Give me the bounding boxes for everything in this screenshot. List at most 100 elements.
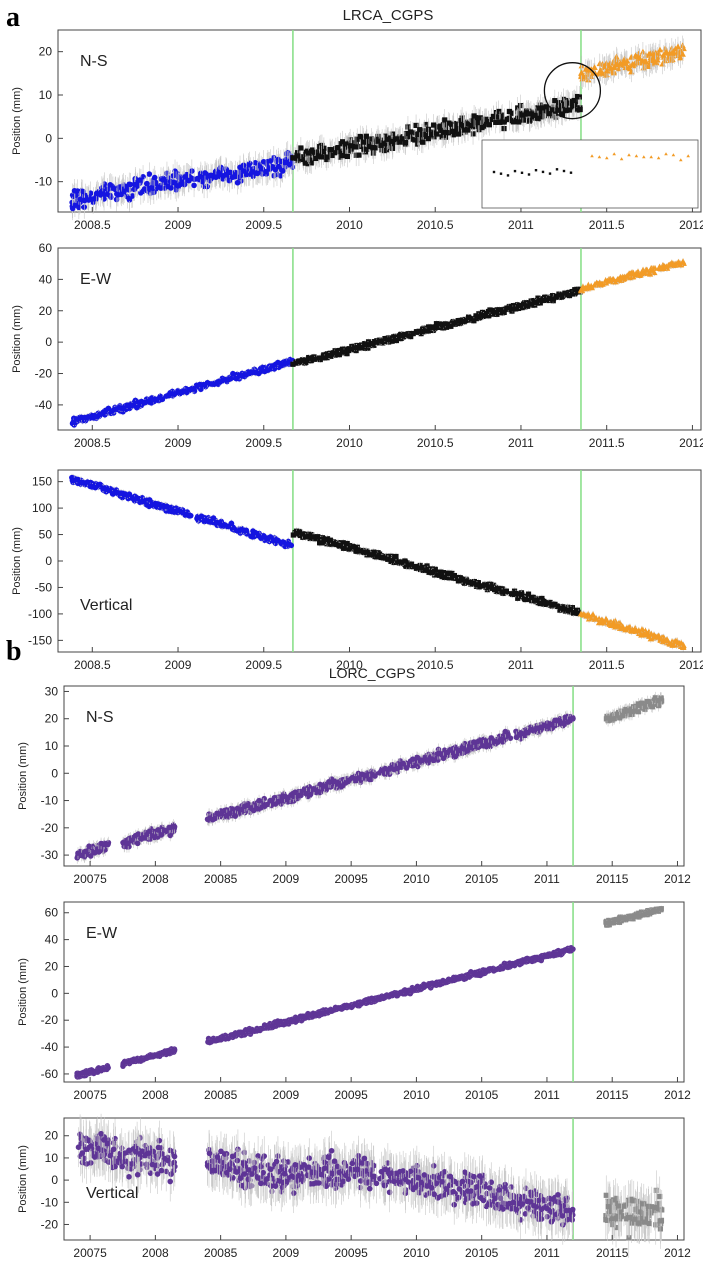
data-point-black	[423, 133, 429, 139]
data-point-blue	[131, 186, 138, 192]
data-point-black	[369, 340, 375, 347]
data-point-blue	[79, 188, 86, 195]
data-point-black	[520, 117, 527, 123]
data-point-black	[290, 361, 296, 367]
data-point-black	[350, 140, 357, 146]
data-point-black	[420, 139, 426, 145]
data-point-blue	[286, 161, 293, 168]
data-point-blue	[114, 489, 121, 496]
data-point-black	[446, 120, 452, 126]
data-point-black	[354, 136, 360, 142]
data-point-black	[442, 321, 448, 327]
data-point-black	[393, 337, 400, 344]
data-point-blue	[219, 522, 226, 529]
data-point-black	[353, 144, 359, 150]
inset-point-black	[555, 168, 559, 171]
data-point-black	[566, 107, 573, 113]
data-point-blue	[198, 513, 205, 520]
panel-label-a: a	[6, 2, 20, 33]
data-point-blue	[235, 174, 242, 181]
inset-point-orange	[664, 152, 668, 156]
data-point-orange	[603, 60, 610, 66]
data-point-black	[476, 127, 482, 133]
data-point-black	[515, 115, 521, 121]
data-point-black	[475, 120, 481, 126]
data-point-orange	[603, 67, 611, 74]
data-point-black	[319, 142, 325, 149]
highlight-circle	[543, 62, 602, 120]
data-point-black	[348, 143, 354, 149]
inset-point-black	[562, 169, 566, 173]
data-point-blue	[116, 404, 122, 411]
inset-point-black	[548, 172, 552, 175]
data-point-black	[532, 112, 538, 118]
data-point-black	[327, 147, 333, 153]
inset-point-orange	[634, 154, 639, 158]
data-point-black	[450, 320, 456, 326]
data-point-black	[362, 342, 368, 348]
data-point-orange	[680, 45, 687, 52]
inset-point-orange	[590, 154, 594, 158]
data-point-black	[340, 540, 346, 546]
y-tick-label: 20	[39, 304, 53, 318]
data-point-black	[493, 309, 499, 315]
data-point-orange	[636, 55, 643, 61]
inset-point-black	[499, 172, 503, 175]
data-point-black	[326, 352, 332, 359]
inset-point-black	[569, 171, 573, 174]
data-point-blue	[226, 376, 232, 383]
data-point-orange	[647, 50, 654, 57]
data-point-orange	[629, 61, 636, 67]
data-point-black	[436, 321, 443, 327]
data-point-black	[356, 152, 362, 158]
data-point-black	[450, 132, 456, 138]
data-point-black	[342, 141, 348, 147]
data-point-black	[305, 150, 311, 156]
inset-point-orange	[605, 156, 609, 160]
data-point-blue	[275, 537, 281, 544]
data-point-black	[341, 349, 347, 355]
data-point-black	[540, 105, 546, 111]
data-point-black	[384, 136, 391, 142]
data-point-black	[339, 346, 346, 352]
data-point-black	[419, 134, 425, 141]
data-point-blue	[100, 485, 107, 492]
data-point-black	[368, 136, 375, 142]
data-point-blue	[134, 404, 140, 411]
data-point-black	[526, 111, 532, 117]
data-point-black	[499, 113, 505, 119]
data-point-black	[550, 296, 556, 302]
data-point-orange	[577, 286, 585, 293]
data-point-blue	[175, 507, 181, 514]
x-tick-label: 2010.5	[417, 436, 454, 450]
data-point-blue	[239, 372, 245, 379]
data-point-black	[336, 149, 342, 155]
data-point-black	[335, 145, 341, 151]
data-point-black	[417, 127, 423, 133]
inset-point-orange	[619, 157, 624, 161]
data-point-black	[365, 342, 371, 348]
data-point-blue	[267, 534, 274, 540]
data-point-black	[448, 323, 454, 329]
x-tick-label: 2012	[679, 436, 703, 450]
data-point-blue	[159, 503, 165, 509]
data-point-black	[510, 303, 516, 309]
data-point-blue	[93, 190, 100, 197]
data-point-black	[533, 299, 539, 306]
data-point-blue	[143, 180, 150, 187]
data-point-orange	[656, 46, 664, 53]
data-point-blue	[208, 172, 214, 179]
data-point-black	[465, 127, 471, 133]
data-point-black	[313, 155, 319, 162]
inset-point-orange	[612, 152, 616, 156]
x-tick-label: 2011	[508, 436, 534, 450]
data-point-blue	[206, 518, 213, 525]
data-point-blue	[240, 168, 247, 174]
data-point-black	[379, 137, 385, 143]
data-point-blue	[265, 367, 272, 373]
data-point-blue	[283, 541, 290, 547]
data-point-black	[501, 119, 507, 125]
data-point-black	[469, 118, 475, 124]
data-point-black	[571, 103, 577, 109]
inset-point-orange	[686, 154, 690, 158]
